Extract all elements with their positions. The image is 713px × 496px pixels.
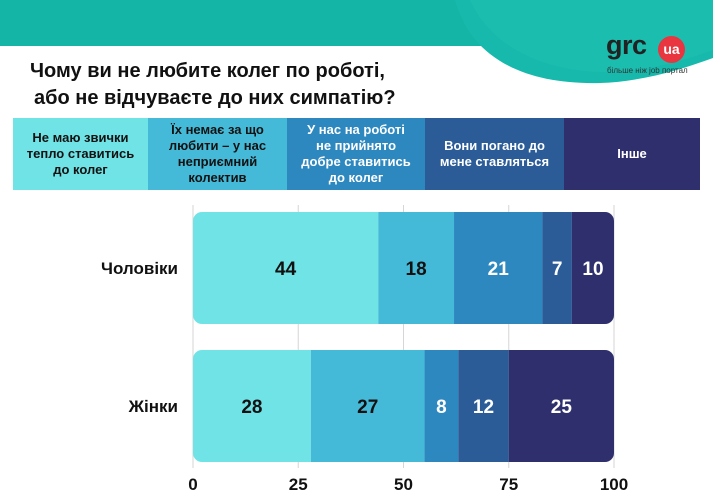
data-label-2-2: 27 <box>357 397 378 418</box>
legend-label-5: Інше <box>617 146 647 161</box>
bar-segment-1-1 <box>193 212 379 324</box>
bar-segment-1-3 <box>454 212 543 324</box>
logo-wordmark: grc <box>606 30 647 60</box>
data-label-1-5: 10 <box>582 259 603 280</box>
legend-item-2: Їх немає за що любити – у нас неприємний… <box>148 118 287 190</box>
header-wave <box>455 0 713 84</box>
data-label-2-4: 12 <box>473 397 494 418</box>
bar-group-2 <box>193 350 614 462</box>
x-tick-label-4: 100 <box>600 475 628 494</box>
bar-segment-2-1 <box>193 350 311 462</box>
legend-item-3: У нас на роботі не прийнято добре ставит… <box>287 118 425 190</box>
x-tick-label-2: 50 <box>394 475 413 494</box>
bar-segment-2-2 <box>310 350 425 462</box>
x-tick-label-1: 25 <box>289 475 308 494</box>
bar-segment-2-4 <box>458 350 509 462</box>
legend-item-4: Вони погано до мене ставляться <box>425 118 564 190</box>
page-title: Чому ви не любите колег по роботі, або н… <box>30 58 450 112</box>
legend-item-5: Інше <box>564 118 700 190</box>
logo-tagline: більше ніж job портал <box>607 66 688 75</box>
bar-segment-1-4 <box>542 212 572 324</box>
bar-segment-2-5 <box>508 350 614 462</box>
logo-badge: ua <box>658 36 685 63</box>
bar-segment-1-2 <box>378 212 455 324</box>
legend-label-2: Їх немає за що любити – у нас неприємний… <box>168 122 267 185</box>
title-line-2: або не відчуваєте до них симпатію? <box>34 87 396 109</box>
data-label-1-2: 18 <box>406 259 427 280</box>
category-label-1: Чоловіки <box>101 259 178 278</box>
category-label-2: Жінки <box>128 397 178 416</box>
data-label-1-1: 44 <box>275 259 297 280</box>
legend-label-4: Вони погано до мене ставляться <box>439 138 550 169</box>
data-label-2-1: 28 <box>241 397 262 418</box>
legend-label-3: У нас на роботі не прийнято добре ставит… <box>301 122 411 185</box>
bar-group-1 <box>193 212 614 324</box>
legend-label-1: Не маю звички тепло ставитись до колег <box>26 130 135 177</box>
chart-legend: Не маю звички тепло ставитись до колег Ї… <box>13 118 700 190</box>
bar-segment-2-3 <box>424 350 459 462</box>
data-label-2-5: 25 <box>551 397 573 418</box>
x-tick-label-3: 75 <box>499 475 518 494</box>
data-label-1-4: 7 <box>552 259 563 280</box>
data-label-1-3: 21 <box>488 259 510 280</box>
data-label-2-3: 8 <box>436 397 447 418</box>
title-line-1: Чому ви не любите колег по роботі, <box>30 60 385 82</box>
bar-segment-1-5 <box>571 212 614 324</box>
brand-logo[interactable]: grc ua більше ніж job портал <box>606 30 696 77</box>
x-tick-label-0: 0 <box>188 475 197 494</box>
legend-item-1: Не маю звички тепло ставитись до колег <box>13 118 148 190</box>
